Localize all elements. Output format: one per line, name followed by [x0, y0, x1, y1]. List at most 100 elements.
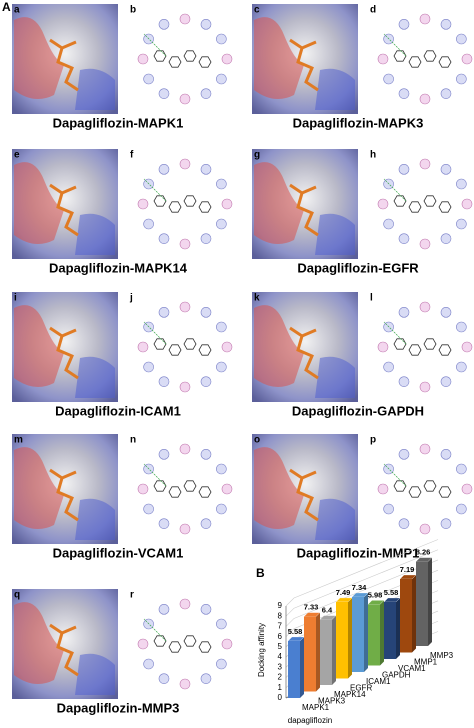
y-tick-label: 9	[278, 601, 283, 610]
x-tick-label: MMP1	[414, 658, 438, 667]
residue	[216, 178, 227, 190]
residue	[200, 449, 212, 460]
panel-title: Dapagliflozin-MMP3	[57, 700, 180, 715]
bar-side	[412, 575, 416, 653]
chart-label: B	[256, 566, 265, 580]
surface-patch	[14, 305, 64, 387]
bar	[320, 619, 332, 685]
residue	[200, 376, 212, 387]
residue	[216, 73, 227, 85]
panel-title: Dapagliflozin-MAPK14	[49, 260, 188, 275]
panel-title: Dapagliflozin-MAPK3	[293, 115, 424, 130]
y-tick-label: 8	[278, 611, 283, 620]
ring	[183, 480, 197, 492]
residue	[137, 198, 149, 210]
y-tick-label: 5	[278, 642, 283, 651]
ring	[183, 338, 197, 350]
panel-title: Dapagliflozin-ICAM1	[55, 403, 181, 418]
x-tick-label: EGFR	[350, 684, 372, 693]
x-tick-label: VCAM1	[398, 664, 426, 673]
bar	[304, 616, 316, 692]
ring	[153, 195, 167, 207]
residue	[440, 376, 452, 387]
panel-title: Dapagliflozin-EGFR	[297, 260, 419, 275]
residue	[419, 238, 431, 250]
ligand	[289, 38, 319, 92]
image-label: k	[254, 293, 260, 304]
residue	[143, 73, 154, 85]
ring	[198, 344, 212, 356]
bar	[352, 596, 364, 672]
panel-title: Dapagliflozin-MAPK1	[53, 115, 184, 130]
surface-patch	[254, 447, 304, 529]
residue	[461, 341, 473, 353]
residue	[440, 518, 452, 529]
residue	[158, 449, 170, 460]
residue	[216, 33, 227, 45]
surface-patch	[254, 17, 304, 100]
ligand	[49, 623, 79, 677]
surface-patch	[75, 356, 115, 398]
residue	[377, 198, 389, 210]
surface-patch	[75, 653, 115, 695]
diagram-label: j	[129, 293, 133, 304]
residue	[216, 463, 227, 475]
diagram-label: l	[370, 293, 373, 304]
residue	[440, 164, 452, 175]
residue	[440, 449, 452, 460]
ring	[168, 201, 182, 213]
ring	[423, 195, 437, 207]
residue	[440, 88, 452, 99]
residue	[456, 178, 467, 190]
ring	[168, 56, 182, 68]
surface-patch	[254, 162, 304, 244]
residue	[137, 341, 149, 353]
ring	[183, 50, 197, 62]
surface-patch	[315, 498, 355, 540]
residue	[158, 233, 170, 244]
ligand	[289, 468, 319, 522]
ring	[408, 486, 422, 498]
value-label: 7.19	[400, 565, 415, 574]
image-label: e	[14, 150, 20, 161]
diagram-label: p	[370, 435, 376, 446]
residue	[158, 88, 170, 99]
bar	[400, 579, 412, 653]
surface-patch	[315, 213, 355, 255]
residue	[158, 164, 170, 175]
ligand	[49, 326, 79, 380]
residue	[221, 638, 233, 650]
residue	[221, 483, 233, 495]
bond	[383, 321, 407, 345]
ring	[198, 201, 212, 213]
residue	[456, 218, 467, 230]
residue	[440, 233, 452, 244]
residue	[221, 53, 233, 65]
ring	[198, 486, 212, 498]
ring	[198, 56, 212, 68]
x-tick-label: MAPK14	[334, 690, 366, 699]
image-label: o	[254, 435, 260, 446]
diagram-label: h	[370, 150, 376, 161]
bar	[336, 601, 348, 679]
ring	[153, 338, 167, 350]
surface-patch	[254, 305, 304, 387]
surface-patch	[75, 213, 115, 255]
diagram-label: f	[130, 150, 134, 161]
value-label: 8.26	[416, 548, 431, 557]
residue	[419, 523, 431, 535]
image-label: g	[254, 150, 260, 161]
residue	[179, 13, 191, 25]
residue	[200, 233, 212, 244]
bar-side	[428, 557, 432, 646]
bond	[383, 463, 407, 487]
bar-side	[300, 636, 304, 698]
image-label: c	[254, 5, 260, 16]
residue	[179, 158, 191, 170]
ring	[153, 635, 167, 647]
ligand	[49, 38, 79, 92]
residue	[383, 73, 394, 85]
residue	[200, 88, 212, 99]
ring	[423, 50, 437, 62]
